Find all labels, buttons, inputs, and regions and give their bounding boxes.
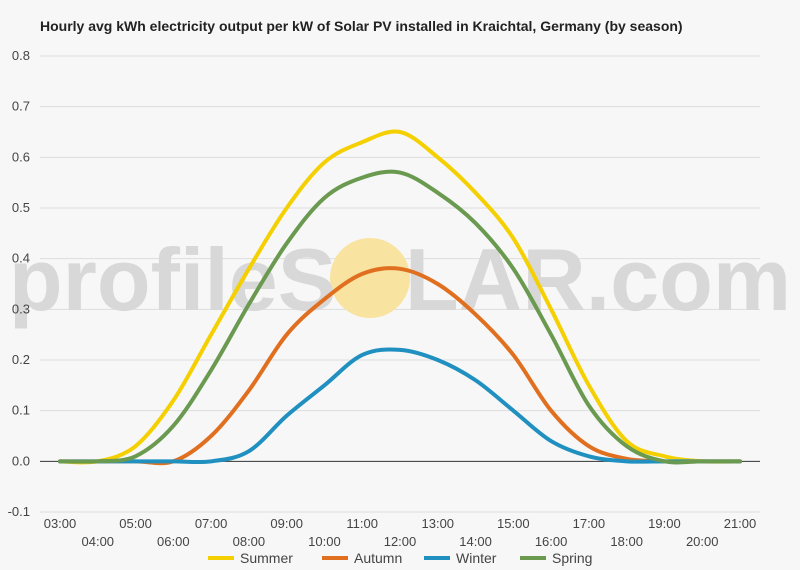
x-axis-tick-labels: 03:00 04:00 05:00 06:00 07:00 08:00 09:00 10:00… [44, 516, 757, 549]
x-tick-label: 18:00 [610, 534, 643, 549]
series-line-spring [58, 169, 742, 465]
y-tick-label: -0.1 [8, 504, 30, 519]
x-tick-label: 10:00 [308, 534, 341, 549]
x-tick-label: 06:00 [157, 534, 190, 549]
watermark-text-right: LAR.com [405, 230, 791, 329]
y-tick-label: 0.7 [12, 99, 30, 114]
legend-label-autumn: Autumn [354, 550, 402, 566]
x-tick-label: 07:00 [195, 516, 228, 531]
series-line-summer [58, 129, 742, 465]
series-lines [58, 129, 742, 466]
grid-lines [40, 55, 760, 513]
y-axis-tick-labels: -0.1 0.0 0.1 0.2 0.3 0.4 0.5 0.6 0.7 0.8 [8, 48, 30, 519]
x-tick-label: 12:00 [384, 534, 417, 549]
watermark: profileSOLAR.com [9, 230, 791, 329]
legend-label-summer: Summer [240, 550, 293, 566]
x-tick-label: 19:00 [648, 516, 681, 531]
x-tick-label: 13:00 [422, 516, 455, 531]
x-tick-label: 05:00 [119, 516, 152, 531]
watermark-sun-letter: O [336, 230, 404, 329]
x-tick-label: 14:00 [459, 534, 492, 549]
legend-label-spring: Spring [552, 550, 592, 566]
watermark-sun-icon [330, 238, 410, 318]
legend: Summer Autumn Winter Spring [208, 550, 592, 566]
y-tick-label: 0.5 [12, 200, 30, 215]
y-tick-label: 0.6 [12, 149, 30, 164]
x-tick-label: 20:00 [686, 534, 719, 549]
y-tick-label: 0.0 [12, 453, 30, 468]
series-line-winter [58, 347, 742, 465]
watermark-text-left: profileS [9, 230, 337, 329]
x-tick-label: 21:00 [724, 516, 757, 531]
y-tick-label: 0.2 [12, 352, 30, 367]
x-tick-label: 03:00 [44, 516, 77, 531]
watermark-text: profileSOLAR.com [9, 230, 791, 329]
x-tick-label: 15:00 [497, 516, 530, 531]
x-tick-label: 17:00 [573, 516, 606, 531]
y-tick-label: 0.4 [12, 251, 30, 266]
y-tick-label: 0.1 [12, 403, 30, 418]
x-tick-label: 04:00 [82, 534, 115, 549]
chart-title: Hourly avg kWh electricity output per kW… [40, 18, 683, 34]
y-tick-label: 0.3 [12, 301, 30, 316]
y-tick-label: 0.8 [12, 48, 30, 63]
x-tick-label: 09:00 [270, 516, 303, 531]
x-tick-label: 08:00 [233, 534, 266, 549]
legend-label-winter: Winter [456, 550, 497, 566]
x-tick-label: 16:00 [535, 534, 568, 549]
x-tick-label: 11:00 [346, 516, 378, 531]
